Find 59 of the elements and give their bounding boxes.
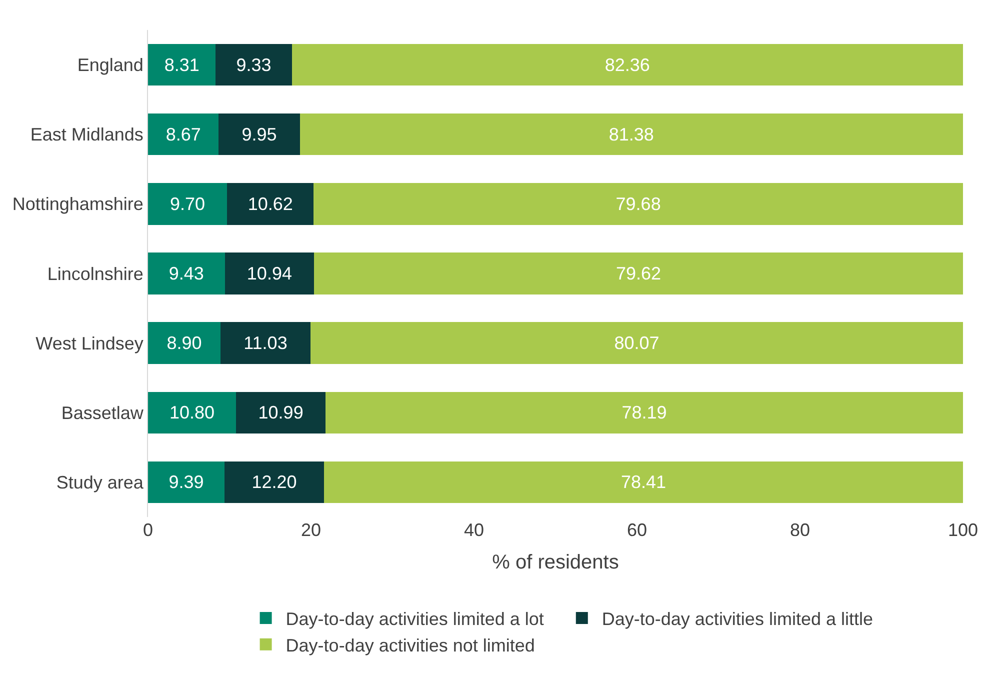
x-axis-title: % of residents xyxy=(492,552,619,574)
bar xyxy=(300,113,963,156)
bar xyxy=(148,461,225,504)
data-label: 78.19 xyxy=(622,402,667,423)
data-label: 9.70 xyxy=(170,194,206,214)
y-tick-label: East Midlands xyxy=(30,124,144,145)
data-label: 79.68 xyxy=(616,194,661,214)
bar xyxy=(224,252,314,294)
bar xyxy=(220,322,310,364)
data-label: 8.67 xyxy=(166,124,201,144)
bar xyxy=(148,44,216,86)
bar xyxy=(148,392,236,434)
bar xyxy=(218,113,300,156)
bar xyxy=(236,392,326,434)
y-tick-label: Nottinghamshire xyxy=(12,194,144,214)
x-tick-label: 80 xyxy=(790,520,810,540)
bar xyxy=(227,183,314,225)
data-label: 10.62 xyxy=(248,194,293,214)
data-label: 10.99 xyxy=(258,402,304,423)
bar xyxy=(148,322,221,364)
y-tick-label: Bassetlaw xyxy=(61,402,144,423)
bar xyxy=(292,44,963,86)
data-label: 10.94 xyxy=(246,264,292,284)
data-label: 79.62 xyxy=(616,264,661,284)
data-label: 12.20 xyxy=(252,472,297,492)
y-tick-label: England xyxy=(77,55,144,76)
legend-label: Day-to-day activities limited a lot xyxy=(286,609,544,630)
data-label: 8.31 xyxy=(164,54,200,75)
x-tick-label: 60 xyxy=(626,520,648,540)
data-label: 8.90 xyxy=(166,333,202,354)
data-label: 11.03 xyxy=(244,333,288,354)
x-tick-label: 100 xyxy=(948,520,978,540)
bar xyxy=(148,183,228,225)
bar xyxy=(314,252,963,294)
y-tick-label: West Lindsey xyxy=(36,333,144,354)
data-label: 9.39 xyxy=(168,472,204,492)
data-label: 80.07 xyxy=(614,333,660,354)
bar xyxy=(324,461,963,504)
legend-label: Day-to-day activities not limited xyxy=(286,635,535,656)
bar xyxy=(224,461,324,504)
bar xyxy=(148,113,219,156)
bar xyxy=(148,252,225,294)
data-label: 78.41 xyxy=(620,472,666,492)
bar xyxy=(310,322,963,364)
bar xyxy=(326,392,963,434)
legend-label: Day-to-day activities limited a little xyxy=(602,609,873,630)
data-label: 82.36 xyxy=(604,54,650,75)
y-tick-label: Lincolnshire xyxy=(47,264,144,284)
data-label: 9.43 xyxy=(168,264,204,284)
bar xyxy=(314,183,963,225)
data-label: 81.38 xyxy=(608,124,654,144)
x-tick-label: 40 xyxy=(464,520,484,540)
x-tick-label: 0 xyxy=(142,520,154,540)
data-label: 9.33 xyxy=(236,54,272,75)
x-tick-label: 20 xyxy=(300,520,322,540)
data-label: 9.95 xyxy=(242,124,277,144)
data-label: 10.80 xyxy=(169,402,215,423)
y-tick-label: Study area xyxy=(56,472,144,493)
bar xyxy=(216,44,292,86)
